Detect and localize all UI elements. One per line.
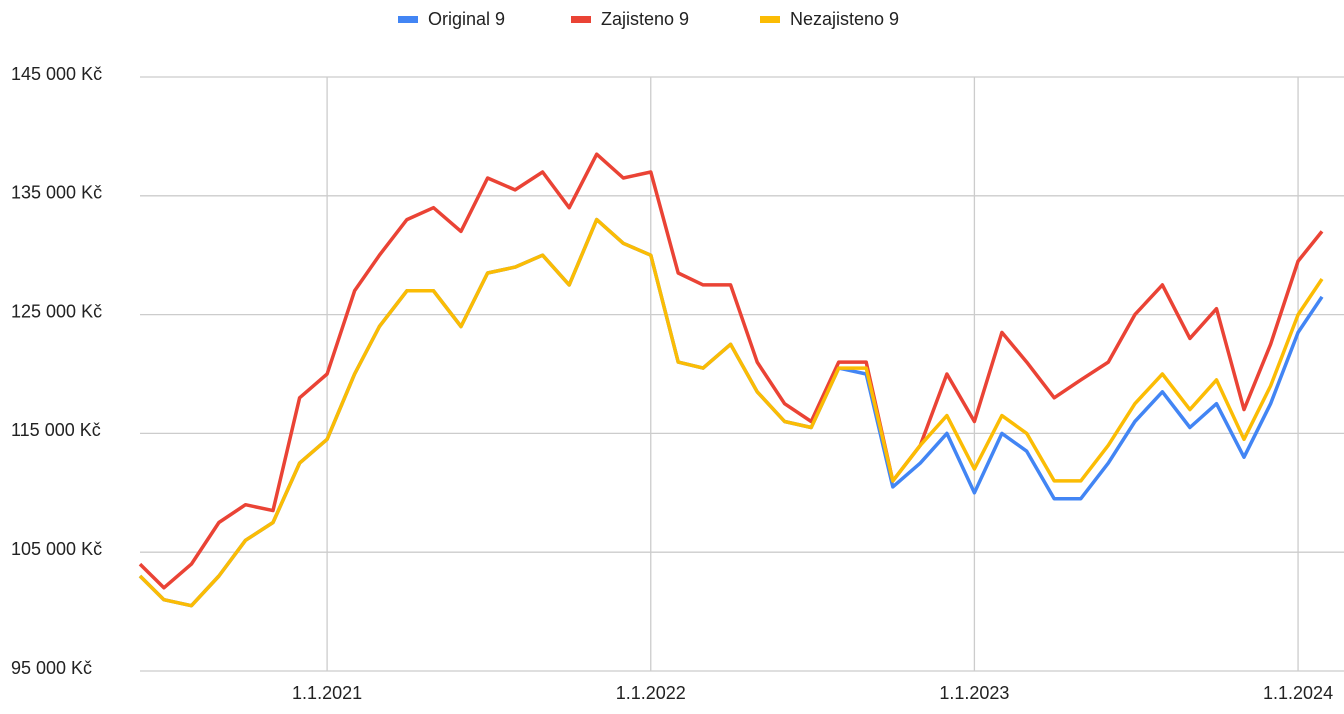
legend-swatch bbox=[398, 16, 418, 23]
series-line bbox=[138, 217, 1324, 608]
y-tick-label: 95 000 Kč bbox=[11, 658, 92, 678]
y-tick-label: 145 000 Kč bbox=[11, 64, 102, 84]
legend-swatch bbox=[571, 16, 591, 23]
legend-swatch bbox=[760, 16, 780, 23]
x-tick-label: 1.1.2022 bbox=[616, 683, 686, 703]
y-tick-label: 135 000 Kč bbox=[11, 183, 102, 203]
y-tick-label: 115 000 Kč bbox=[11, 420, 101, 440]
legend-label: Original 9 bbox=[428, 9, 505, 29]
legend-label: Zajisteno 9 bbox=[601, 9, 689, 29]
series-line bbox=[138, 152, 1324, 590]
x-tick-label: 1.1.2021 bbox=[292, 683, 362, 703]
x-tick-label: 1.1.2024 bbox=[1263, 683, 1333, 703]
x-tick-label: 1.1.2023 bbox=[939, 683, 1009, 703]
legend-label: Nezajisteno 9 bbox=[790, 9, 899, 29]
y-tick-label: 125 000 Kč bbox=[11, 301, 102, 321]
series-line bbox=[138, 217, 1324, 608]
y-tick-label: 105 000 Kč bbox=[11, 539, 102, 559]
